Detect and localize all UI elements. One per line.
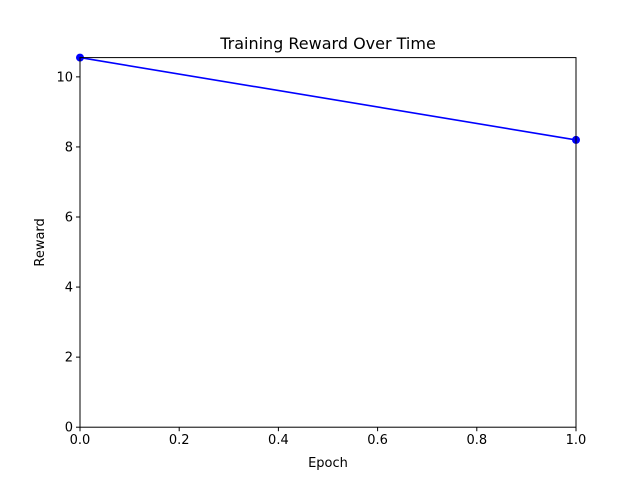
axis-ticks: 0.0 0.2 0.4 0.6 0.8 1.0 0 2 4 6 8 10: [56, 70, 586, 448]
y-tick-label: 6: [65, 211, 73, 226]
y-tick-label: 8: [65, 140, 73, 155]
y-axis-label: Reward: [33, 218, 48, 266]
x-tick-label: 0.4: [268, 433, 289, 448]
chart-title: Training Reward Over Time: [219, 34, 436, 53]
x-tick-label: 0.6: [367, 433, 388, 448]
x-tick-label: 0.2: [169, 433, 190, 448]
y-tick-label: 4: [65, 281, 73, 296]
y-tick-label: 2: [65, 351, 73, 366]
series-line: [79, 56, 577, 141]
x-tick-label: 1.0: [566, 433, 587, 448]
x-axis-label: Epoch: [308, 456, 348, 471]
x-tick-label: 0.0: [70, 433, 91, 448]
axes-frame: [79, 57, 577, 428]
x-tick-label: 0.8: [466, 433, 487, 448]
y-tick-label: 10: [56, 70, 73, 85]
y-tick-label: 0: [65, 421, 73, 436]
